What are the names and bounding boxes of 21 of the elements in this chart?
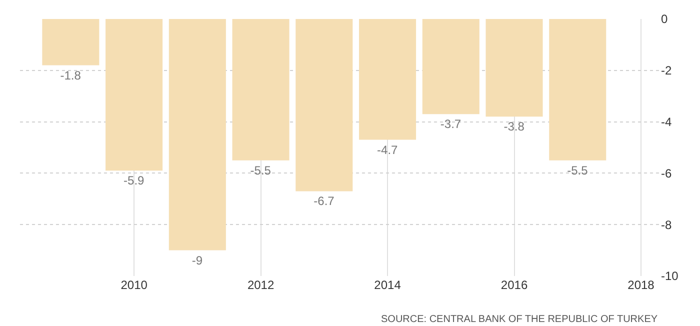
- y-tick-label: -6: [661, 166, 672, 180]
- x-tick-label: 2012: [247, 278, 274, 292]
- x-tick-label: 2014: [374, 278, 402, 292]
- x-tick-label: 2010: [120, 278, 148, 292]
- data-label: -5.9: [124, 174, 145, 188]
- data-label: -5.5: [250, 163, 272, 178]
- data-label: -3.8: [504, 120, 525, 134]
- data-label: -5.5: [567, 163, 588, 178]
- y-tick-label: -10: [661, 269, 679, 284]
- y-tick-label: -2: [661, 64, 672, 78]
- y-tick-label: -8: [661, 218, 672, 232]
- x-tick-label: 2018: [628, 278, 655, 292]
- x-tick-label: 2016: [500, 278, 528, 292]
- source-note: SOURCE: CENTRAL BANK OF THE REPUBLIC OF TURKEY: [381, 314, 658, 325]
- y-tick-label: -4: [661, 115, 672, 129]
- data-label: -3.7: [440, 117, 462, 132]
- data-label: -9: [192, 253, 203, 268]
- data-label: -6.7: [314, 194, 335, 208]
- data-label: -4.7: [377, 142, 398, 157]
- data-label: -1.8: [60, 68, 82, 82]
- y-tick-label: 0: [661, 12, 668, 26]
